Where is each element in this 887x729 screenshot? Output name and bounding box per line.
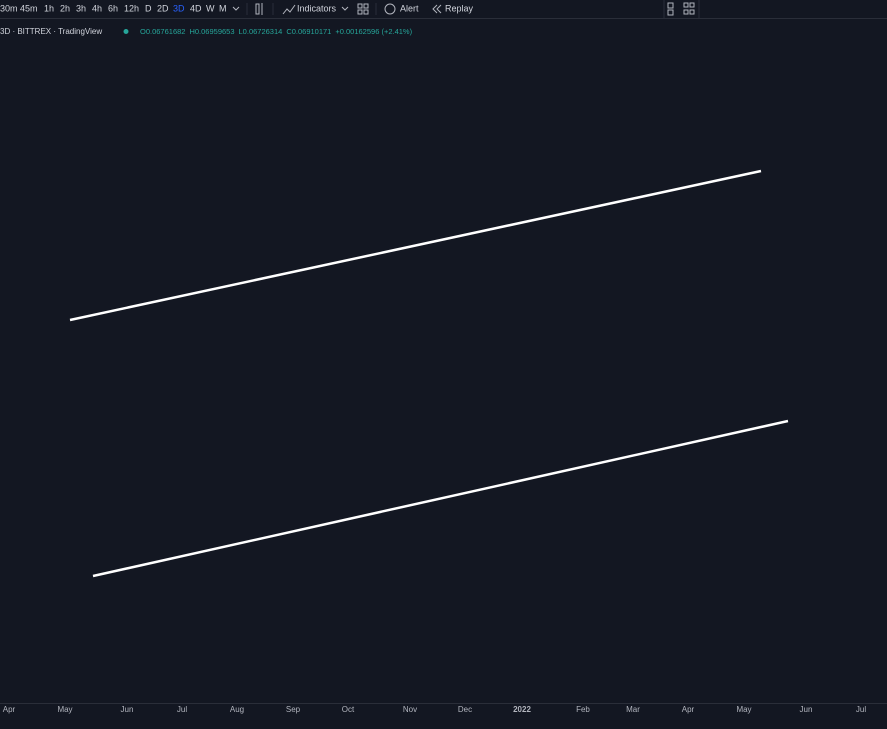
x-tick-label: Dec	[458, 705, 472, 714]
upper-trendline[interactable]	[69, 169, 762, 322]
market-status-dot	[123, 29, 129, 34]
interval-button[interactable]: 1h	[44, 3, 54, 13]
interval-button[interactable]: 45m	[20, 3, 38, 13]
alert-button[interactable]: Alert	[400, 3, 419, 13]
layout-grid-button[interactable]	[683, 2, 695, 15]
alert-icon[interactable]	[384, 3, 396, 15]
indicators-icon[interactable]	[282, 4, 296, 15]
ohlc-value: O0.06761682	[140, 27, 185, 36]
x-tick-label: Jun	[800, 705, 813, 714]
legend: 3D · BITTREX · TradingView O0.06761682 H0…	[0, 27, 413, 36]
templates-button[interactable]	[357, 3, 369, 15]
x-tick-label: May	[57, 705, 72, 714]
x-tick-label: 2022	[513, 705, 531, 714]
replay-button[interactable]: Replay	[445, 3, 474, 13]
ohlc-value: C0.06910171	[286, 27, 331, 36]
layout-button[interactable]	[667, 2, 674, 16]
interval-button[interactable]: 3D	[173, 3, 185, 13]
interval-button[interactable]: 6h	[108, 3, 118, 13]
indicators-chevron[interactable]	[341, 6, 349, 11]
x-tick-label: Apr	[682, 705, 695, 714]
replay-icon[interactable]	[432, 4, 442, 14]
interval-button[interactable]: 30m	[0, 3, 18, 13]
lower-trendline[interactable]	[92, 419, 789, 578]
x-tick-label: Oct	[342, 705, 355, 714]
interval-button[interactable]: 3h	[76, 3, 86, 13]
interval-button[interactable]: 4h	[92, 3, 102, 13]
interval-button[interactable]: 2h	[60, 3, 70, 13]
change-value: +0.00162596 (+2.41%)	[335, 27, 412, 36]
interval-button[interactable]: 2D	[157, 3, 169, 13]
ohlc-value: L0.06726314	[239, 27, 283, 36]
trendlines	[69, 169, 789, 578]
x-tick-label: Mar	[626, 705, 640, 714]
interval-menu-chevron[interactable]	[232, 6, 240, 11]
interval-button[interactable]: W	[206, 3, 215, 13]
x-tick-label: Apr	[3, 705, 16, 714]
x-tick-label: Feb	[576, 705, 590, 714]
symbol-title: 3D · BITTREX · TradingView	[0, 27, 102, 36]
x-tick-label: Sep	[286, 705, 301, 714]
interval-button[interactable]: M	[219, 3, 227, 13]
indicators-button[interactable]: Indicators	[297, 3, 337, 13]
toolbar: Indicators Alert Replay 30m 45m 1h 2h 3h 4h 6h…	[0, 0, 700, 18]
x-tick-label: May	[736, 705, 751, 714]
chart-type-button[interactable]	[255, 3, 263, 15]
ohlc-value: H0.06959653	[189, 27, 234, 36]
x-tick-label: Jun	[121, 705, 134, 714]
x-tick-label: Aug	[230, 705, 244, 714]
x-tick-label: Jul	[856, 705, 866, 714]
x-tick-label: Jul	[177, 705, 187, 714]
interval-button[interactable]: 12h	[124, 3, 139, 13]
x-tick-label: Nov	[403, 705, 417, 714]
interval-button[interactable]: 4D	[190, 3, 202, 13]
interval-button[interactable]: D	[145, 3, 152, 13]
